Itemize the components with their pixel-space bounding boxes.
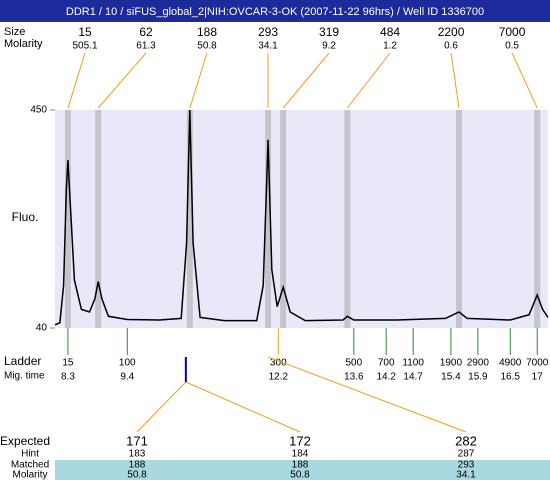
peak-connector	[97, 52, 147, 109]
ladder-size: 1900	[440, 358, 463, 369]
hint: 183	[129, 449, 146, 460]
ladder-time: 14.7	[403, 372, 423, 383]
molarity: 34.1	[456, 470, 476, 480]
peak-size: 188	[197, 25, 217, 39]
peak-band	[265, 110, 272, 328]
size-label: Size	[4, 26, 25, 38]
peak-connector	[450, 52, 460, 109]
peak-band	[64, 110, 71, 328]
peak-molarity: 61.3	[136, 41, 156, 52]
peak-molarity: 1.2	[383, 41, 397, 52]
ladder-size: 300	[270, 358, 287, 369]
ladder-time: 9.4	[120, 372, 134, 383]
peak-size: 319	[319, 25, 339, 39]
match-connector	[136, 381, 187, 433]
title-bar	[0, 0, 550, 22]
ladder-size: 500	[345, 358, 362, 369]
peak-connector	[189, 52, 208, 109]
expected: 171	[126, 433, 148, 448]
ladder-time: 14.2	[376, 372, 396, 383]
peak-band	[186, 110, 193, 328]
peak-connector	[282, 52, 330, 109]
peak-connector	[511, 52, 538, 109]
ladder-size: 2900	[467, 358, 490, 369]
hint: 184	[292, 449, 309, 460]
peak-size: 484	[380, 25, 400, 39]
trace	[54, 109, 549, 326]
molarity-label: Molarity	[4, 38, 43, 50]
peak-size: 2200	[438, 25, 465, 39]
ladder-size: 15	[62, 358, 74, 369]
ladder-size: 4900	[499, 358, 522, 369]
ladder-time: 8.3	[61, 372, 75, 383]
expected: 282	[455, 433, 477, 448]
matched-label: Matched	[11, 460, 49, 471]
expected: 172	[289, 433, 311, 448]
peak-band	[344, 110, 351, 328]
ladder-size: 7000	[526, 358, 549, 369]
y-tick-label: 450	[30, 105, 47, 116]
peak-connector	[346, 52, 391, 109]
title: DDR1 / 10 / siFUS_global_2|NIH:OVCAR-3-O…	[66, 6, 484, 18]
peak-connector	[67, 52, 86, 109]
peak-molarity: 9.2	[322, 41, 336, 52]
ladder-time: 17	[532, 372, 544, 383]
peak-size: 15	[78, 25, 92, 39]
peak-molarity: 50.8	[197, 41, 217, 52]
matched-band	[55, 460, 550, 480]
y-label: Fluo.	[12, 210, 39, 224]
molarity-row-label: Molarity	[12, 470, 47, 480]
peak-size: 62	[139, 25, 153, 39]
ladder-time: 16.5	[501, 372, 521, 383]
matched: 188	[292, 460, 309, 471]
expected-label: Expected	[0, 434, 50, 448]
peak-band	[456, 110, 463, 328]
plot-area	[55, 110, 548, 328]
y-tick-label: 40	[36, 323, 48, 334]
molarity: 50.8	[127, 470, 147, 480]
peak-band	[534, 110, 541, 328]
peak-size: 7000	[499, 25, 526, 39]
ladder-time: 15.4	[441, 372, 461, 383]
hint: 287	[458, 449, 475, 460]
matched: 293	[458, 460, 475, 471]
ladder-time: 12.2	[269, 372, 289, 383]
matched: 188	[129, 460, 146, 471]
peak-band	[95, 110, 102, 328]
time-label: Mig. time	[4, 371, 45, 382]
ladder-size: 100	[119, 358, 136, 369]
peak-size: 293	[258, 25, 278, 39]
ladder-time: 15.9	[468, 372, 488, 383]
peak-molarity: 0.6	[444, 41, 458, 52]
ladder-label: Ladder	[4, 354, 41, 368]
molarity: 50.8	[290, 470, 310, 480]
peak-molarity: 0.5	[505, 41, 519, 52]
ladder-size: 1100	[402, 358, 424, 369]
match-connector	[267, 356, 467, 433]
peak-band	[280, 110, 287, 328]
ladder-time: 13.6	[344, 372, 364, 383]
peak-molarity: 34.1	[258, 41, 278, 52]
match-connector	[185, 381, 301, 433]
hint-label: Hint	[21, 449, 39, 460]
peak-molarity: 505.1	[72, 41, 97, 52]
ladder-size: 700	[378, 358, 395, 369]
